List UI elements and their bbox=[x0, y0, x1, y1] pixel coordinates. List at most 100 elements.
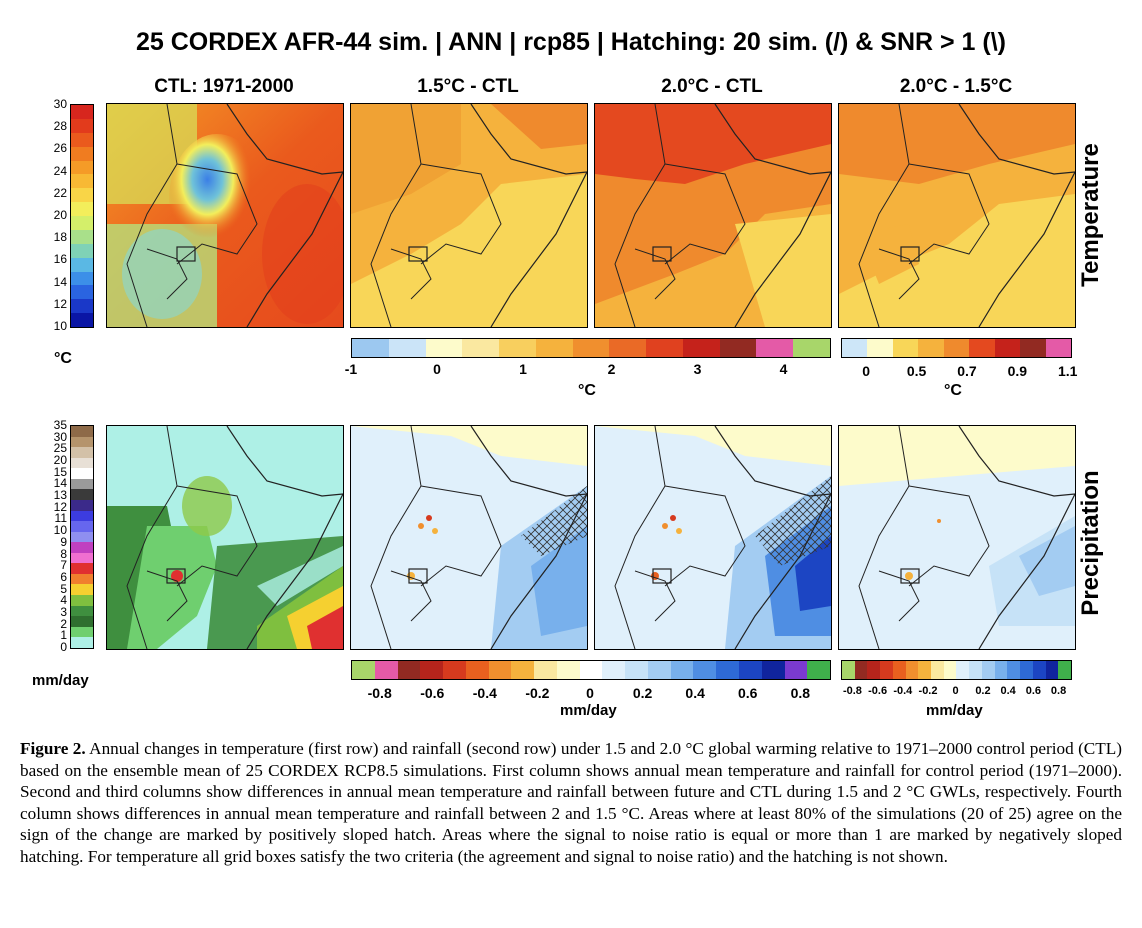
colorbar-tick-label: 8 bbox=[60, 546, 67, 561]
figure-title: 25 CORDEX AFR-44 sim. | ANN | rcp85 | Ha… bbox=[135, 28, 1007, 56]
colorbar-swatch bbox=[756, 339, 794, 357]
colorbar-tick-label: 30 bbox=[53, 97, 67, 111]
colorbar-swatch bbox=[905, 661, 919, 679]
colorbar-swatch bbox=[969, 339, 995, 357]
colorbar-tick-label: -0.8 bbox=[367, 685, 392, 701]
colorbar-swatch bbox=[609, 339, 647, 357]
colorbar-tick-label: 0.2 bbox=[975, 685, 991, 697]
colorbar-swatch bbox=[511, 661, 535, 679]
colorbar-tick-label: 0.6 bbox=[1025, 685, 1041, 697]
colorbar-swatch bbox=[71, 216, 93, 230]
colorbar-tick-label: 6 bbox=[60, 569, 67, 584]
colorbar-swatch bbox=[1020, 339, 1046, 357]
temperature-increment-unit: °C bbox=[944, 382, 962, 399]
colorbar-swatch bbox=[397, 661, 421, 679]
colorbar-swatch bbox=[1058, 661, 1071, 679]
colorbar-tick-label: 1 bbox=[519, 361, 527, 377]
map-temperature-15-minus-ctl bbox=[350, 103, 588, 328]
colorbar-tick-label: 12 bbox=[53, 296, 67, 311]
colorbar-swatch bbox=[918, 339, 944, 357]
colorbar-swatch bbox=[465, 661, 489, 679]
colorbar-swatch bbox=[682, 339, 720, 357]
colorbar-tick-label: 7 bbox=[60, 558, 67, 573]
colorbar-tick-label: 13 bbox=[53, 488, 67, 503]
colorbar-swatch bbox=[625, 661, 648, 679]
colorbar-swatch bbox=[880, 661, 893, 679]
colorbar-swatch bbox=[534, 661, 557, 679]
map-temperature-20-minus-15 bbox=[838, 103, 1076, 328]
colorbar-swatch bbox=[807, 661, 831, 679]
colorbar-swatch bbox=[71, 132, 93, 147]
colorbar-swatch bbox=[761, 661, 785, 679]
colorbar-swatch bbox=[71, 299, 93, 314]
colorbar-tick-label: 10 bbox=[53, 523, 67, 538]
map-precipitation-ctl bbox=[106, 425, 344, 650]
colorbar-swatch bbox=[71, 563, 93, 574]
colorbar-tick-label: 0 bbox=[433, 361, 441, 377]
colorbar-tick-label: 30 bbox=[53, 429, 67, 444]
colorbar-tick-label: 9 bbox=[60, 534, 67, 549]
colorbar-swatch bbox=[71, 243, 93, 258]
colorbar-swatch bbox=[352, 661, 375, 679]
map-temperature-ctl bbox=[106, 103, 344, 328]
column-title-15-ctl: 1.5°C - CTL bbox=[417, 76, 519, 97]
colorbar-tick-label: 0.8 bbox=[790, 685, 811, 701]
colorbar-swatch bbox=[793, 339, 830, 357]
colorbar-swatch bbox=[71, 160, 93, 175]
colorbar-swatch bbox=[943, 339, 970, 357]
colorbar-swatch bbox=[71, 118, 93, 133]
colorbar-tick-label: 0.8 bbox=[1050, 685, 1067, 697]
column-title-20-ctl: 2.0°C - CTL bbox=[661, 76, 763, 97]
colorbar-swatch bbox=[420, 661, 444, 679]
colorbar-swatch bbox=[488, 661, 512, 679]
colorbar-tick-label: 4 bbox=[779, 361, 788, 377]
colorbar-tick-label: 5 bbox=[60, 581, 67, 596]
colorbar-swatch bbox=[71, 584, 93, 595]
colorbar-tick-label: 24 bbox=[53, 163, 67, 178]
colorbar-swatch bbox=[71, 521, 93, 532]
colorbar-tick-label: 2 bbox=[60, 616, 67, 631]
colorbar-swatch bbox=[71, 626, 93, 638]
colorbar-tick-label: 1 bbox=[60, 628, 67, 643]
colorbar-swatch bbox=[71, 573, 93, 585]
colorbar-swatch bbox=[374, 661, 398, 679]
colorbar-tick-label: 25 bbox=[53, 441, 67, 456]
colorbar-tick-label: 1.1 bbox=[1057, 363, 1078, 379]
colorbar-tick-label: 0.4 bbox=[685, 685, 705, 701]
colorbar-tick-label: -0.4 bbox=[893, 685, 913, 697]
colorbar-swatch bbox=[1020, 661, 1033, 679]
colorbar-swatch bbox=[854, 661, 868, 679]
colorbar-swatch bbox=[842, 339, 868, 357]
column-title-20-15: 2.0°C - 1.5°C bbox=[899, 76, 1013, 97]
colorbar-swatch bbox=[71, 285, 93, 300]
temperature-ctl-colorbar bbox=[70, 104, 94, 328]
precipitation-increment-colorbar bbox=[841, 660, 1072, 680]
colorbar-swatch bbox=[572, 339, 610, 357]
colorbar-tick-label: 10 bbox=[53, 319, 67, 333]
colorbar-tick-label: 14 bbox=[53, 274, 67, 289]
colorbar-swatch bbox=[71, 257, 93, 272]
colorbar-swatch bbox=[556, 661, 580, 679]
colorbar-swatch bbox=[425, 339, 463, 357]
colorbar-tick-label: 0 bbox=[60, 640, 67, 654]
figure-caption: Figure 2. Annual changes in temperature … bbox=[20, 738, 1122, 867]
colorbar-tick-label: 20 bbox=[53, 453, 67, 468]
temperature-diff-unit: °C bbox=[578, 382, 596, 399]
colorbar-tick-label: 0.9 bbox=[1007, 363, 1028, 379]
colorbar-tick-label: 3 bbox=[60, 604, 67, 619]
colorbar-swatch bbox=[71, 105, 93, 119]
precipitation-ctl-colorbar bbox=[70, 425, 94, 649]
colorbar-swatch bbox=[71, 426, 93, 437]
caption-label: Figure 2. bbox=[20, 739, 86, 758]
colorbar-swatch bbox=[71, 637, 93, 648]
colorbar-swatch bbox=[71, 468, 93, 479]
colorbar-tick-label: 0 bbox=[586, 685, 594, 701]
colorbar-swatch bbox=[352, 339, 389, 357]
colorbar-tick-label: -0.4 bbox=[472, 685, 497, 701]
colorbar-swatch bbox=[388, 339, 426, 357]
colorbar-swatch bbox=[71, 313, 93, 327]
colorbar-tick-label: 0.7 bbox=[957, 363, 977, 379]
colorbar-tick-label: 0 bbox=[952, 685, 959, 697]
colorbar-swatch bbox=[71, 457, 93, 469]
colorbar-tick-label: 28 bbox=[53, 119, 67, 134]
